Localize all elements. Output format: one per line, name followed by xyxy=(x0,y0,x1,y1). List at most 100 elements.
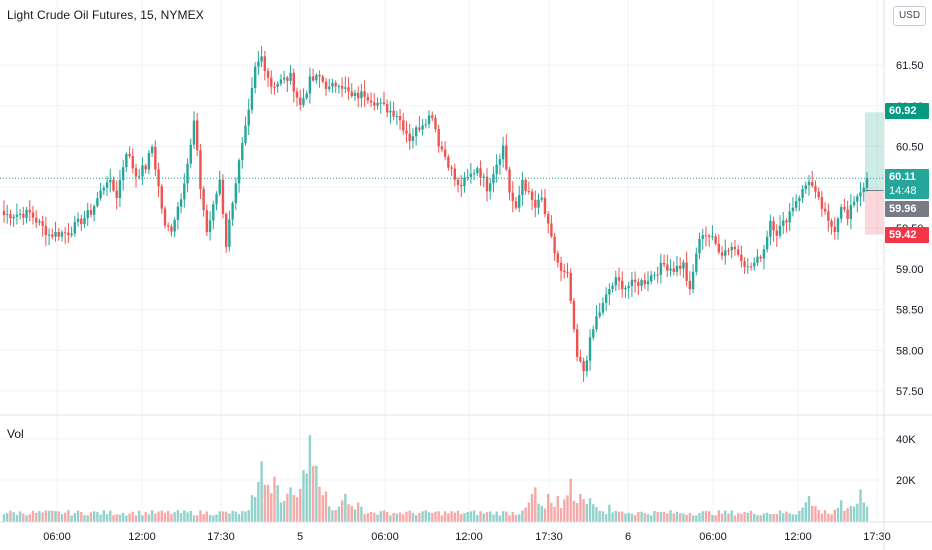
candle-body xyxy=(170,226,173,232)
volume-bar xyxy=(173,512,176,522)
candle-body xyxy=(791,207,795,212)
volume-bar xyxy=(60,514,64,522)
volume-bar xyxy=(38,511,41,522)
volume-bar xyxy=(598,510,601,522)
candle-body xyxy=(109,179,112,183)
currency-button[interactable]: USD xyxy=(893,6,926,26)
volume-bar xyxy=(86,515,89,522)
candle-body xyxy=(447,156,450,168)
volume-bar xyxy=(418,512,421,522)
x-tick-label: 12:00 xyxy=(784,531,812,543)
volume-bar xyxy=(714,515,717,522)
candle-body xyxy=(672,268,675,272)
candle-body xyxy=(176,206,180,220)
volume-bar xyxy=(775,514,778,522)
volume-bar xyxy=(321,495,324,522)
candle-body xyxy=(772,220,775,231)
candle-body xyxy=(15,214,19,217)
volume-bar xyxy=(218,511,221,522)
volume-bar xyxy=(530,494,534,522)
candle-body xyxy=(421,125,424,130)
candle-body xyxy=(35,217,38,223)
stop-zone xyxy=(864,190,884,235)
volume-bar xyxy=(163,512,167,522)
candle-body xyxy=(157,169,160,187)
candle-body xyxy=(134,168,138,177)
volume-bar xyxy=(382,510,386,522)
volume-bar xyxy=(527,502,531,522)
candle-body xyxy=(482,176,485,178)
candle-body xyxy=(778,225,782,236)
volume-bar xyxy=(183,510,186,522)
candle-body xyxy=(840,207,843,219)
y-tick-label: 60.50 xyxy=(896,142,924,154)
candle-body xyxy=(675,265,679,272)
candle-body xyxy=(186,163,189,184)
y-tick-label: 59.00 xyxy=(896,264,924,276)
candle-body xyxy=(41,221,44,226)
candle-body xyxy=(550,223,553,237)
volume-bar xyxy=(289,487,292,522)
candle-body xyxy=(695,253,698,272)
volume-bar xyxy=(105,514,109,522)
volume-bar xyxy=(263,484,267,522)
candle-body xyxy=(363,91,366,97)
candle-body xyxy=(440,146,444,150)
volume-bar xyxy=(511,512,514,522)
chart-title: Light Crude Oil Futures, 15, NYMEX xyxy=(7,8,204,22)
candle-body xyxy=(492,174,495,184)
candle-body xyxy=(434,117,437,130)
candle-body xyxy=(643,280,646,285)
candle-body xyxy=(514,201,518,208)
candle-body xyxy=(798,198,801,201)
candle-body xyxy=(315,74,318,81)
candle-body xyxy=(199,150,202,189)
volume-bar xyxy=(505,511,508,522)
candle-body xyxy=(289,72,292,81)
candle-body xyxy=(67,232,70,236)
candle-body xyxy=(637,281,640,286)
volume-bar xyxy=(823,510,827,522)
volume-bar xyxy=(621,511,624,522)
candle-body xyxy=(250,87,254,110)
volume-bar xyxy=(215,514,218,522)
volume-bar xyxy=(189,510,192,522)
candle-body xyxy=(128,153,131,157)
volume-bar xyxy=(414,514,418,522)
candle-body xyxy=(302,98,305,105)
candle-body xyxy=(443,149,447,157)
candle-body xyxy=(749,266,753,268)
candle-body xyxy=(646,281,650,285)
candle-body xyxy=(714,236,717,244)
candle-body xyxy=(775,230,778,236)
volume-bar xyxy=(202,514,205,522)
candle-body xyxy=(762,249,766,259)
candle-body xyxy=(411,136,415,141)
candle-body xyxy=(212,204,215,221)
candle-body xyxy=(60,232,64,237)
candle-body xyxy=(534,199,537,208)
candle-body xyxy=(666,264,669,271)
volume-bar xyxy=(282,500,286,522)
candle-body xyxy=(80,218,83,225)
volume-bar xyxy=(743,511,746,522)
volume-bar xyxy=(662,511,666,522)
volume-bar xyxy=(546,493,550,522)
candle-body xyxy=(76,218,80,222)
x-tick-label: 6 xyxy=(625,531,631,543)
volume-bar xyxy=(443,511,447,522)
candle-body xyxy=(118,179,122,199)
candle-body xyxy=(38,221,41,223)
volume-bar xyxy=(273,476,276,522)
candle-body xyxy=(270,77,273,87)
volume-bar xyxy=(398,512,402,522)
candle-body xyxy=(572,300,576,330)
volume-bar xyxy=(427,512,431,522)
volume-bar xyxy=(279,502,283,522)
candle-body xyxy=(25,209,28,218)
volume-bar xyxy=(83,515,86,522)
candle-body xyxy=(308,76,312,94)
candle-body xyxy=(99,190,102,199)
